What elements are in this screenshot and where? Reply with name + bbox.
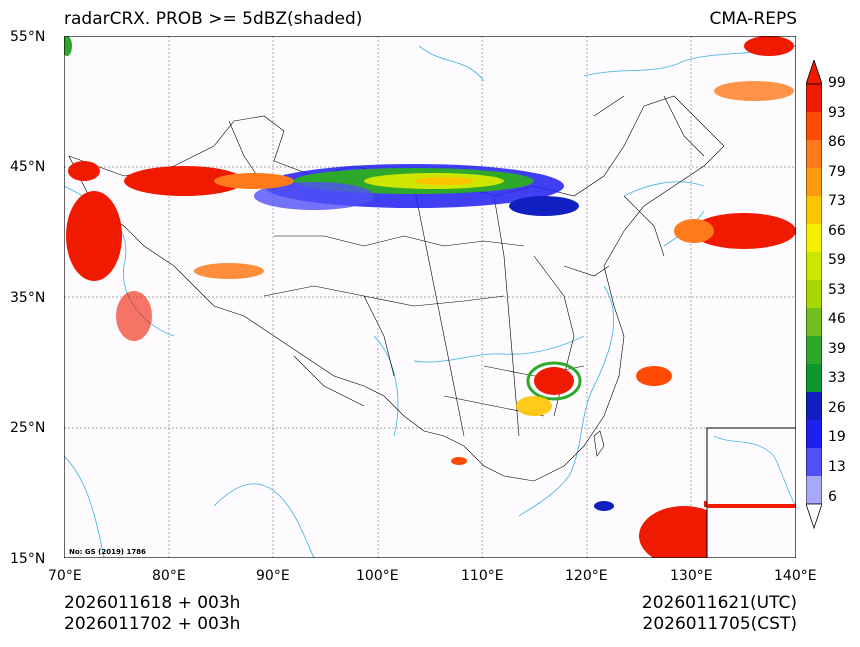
colorbar-segment <box>806 140 822 169</box>
colorbar-label: 79 <box>828 164 846 180</box>
lat-label-25: 25°N <box>10 420 46 436</box>
colorbar-label: 33 <box>828 370 846 386</box>
colorbar-label: 26 <box>828 400 846 416</box>
colorbar-label: 93 <box>828 105 846 121</box>
colorbar-segment <box>806 168 822 197</box>
south-china-sea-inset <box>706 427 796 558</box>
colorbar-label: 73 <box>828 193 846 209</box>
valid-cst: 2026011705(CST) <box>642 614 797 634</box>
colorbar-label: 86 <box>828 134 846 150</box>
colorbar-segment <box>806 280 822 309</box>
colorbar-segment <box>806 84 822 113</box>
forecast-map: No: GS (2019) 1786 <box>64 36 796 558</box>
lon-label-90: 90°E <box>256 568 290 584</box>
lon-label-110: 110°E <box>461 568 504 584</box>
colorbar-label: 39 <box>828 341 846 357</box>
model-name: CMA-REPS <box>709 9 797 29</box>
colorbar-segment <box>806 224 822 253</box>
colorbar-segment <box>806 476 822 505</box>
colorbar-label: 59 <box>828 252 846 268</box>
lon-label-70: 70°E <box>48 568 82 584</box>
colorbar-label: 99 <box>828 75 846 91</box>
valid-time-block: 2026011621(UTC) 2026011705(CST) <box>642 593 797 635</box>
colorbar-label: 13 <box>828 459 846 475</box>
lon-label-100: 100°E <box>356 568 399 584</box>
colorbar-segment <box>806 112 822 141</box>
lat-label-55: 55°N <box>10 29 46 45</box>
init-cst: 2026011702 + 003h <box>64 614 241 634</box>
colorbar-label: 66 <box>828 223 846 239</box>
inset-detail <box>713 435 796 507</box>
colorbar-label: 19 <box>828 429 846 445</box>
lat-label-45: 45°N <box>10 159 46 175</box>
lon-label-140: 140°E <box>774 568 817 584</box>
colorbar-top-arrow <box>806 60 822 85</box>
lon-label-130: 130°E <box>670 568 713 584</box>
colorbar-segment <box>806 196 822 225</box>
lon-label-80: 80°E <box>152 568 186 584</box>
valid-utc: 2026011621(UTC) <box>641 593 797 613</box>
colorbar-segment <box>806 252 822 281</box>
colorbar-segment <box>806 392 822 421</box>
colorbar-label: 6 <box>828 489 837 505</box>
approval-number: No: GS (2019) 1786 <box>69 548 146 556</box>
colorbar-label: 53 <box>828 282 846 298</box>
colorbar-bottom-arrow <box>806 503 822 530</box>
lat-label-35: 35°N <box>10 290 46 306</box>
probability-shading <box>64 36 796 558</box>
init-utc: 2026011618 + 003h <box>64 593 241 613</box>
colorbar <box>806 60 822 530</box>
lon-label-120: 120°E <box>565 568 608 584</box>
init-time-block: 2026011618 + 003h 2026011702 + 003h <box>64 593 240 635</box>
colorbar-segment <box>806 308 822 337</box>
colorbar-segment <box>806 364 822 393</box>
map-title: radarCRX. PROB >= 5dBZ(shaded) <box>64 9 363 29</box>
colorbar-segment <box>806 420 822 449</box>
colorbar-segment <box>806 448 822 477</box>
colorbar-segment <box>806 336 822 365</box>
taiwan-outline <box>593 430 605 457</box>
colorbar-label: 46 <box>828 311 846 327</box>
lat-label-15: 15°N <box>10 551 46 567</box>
